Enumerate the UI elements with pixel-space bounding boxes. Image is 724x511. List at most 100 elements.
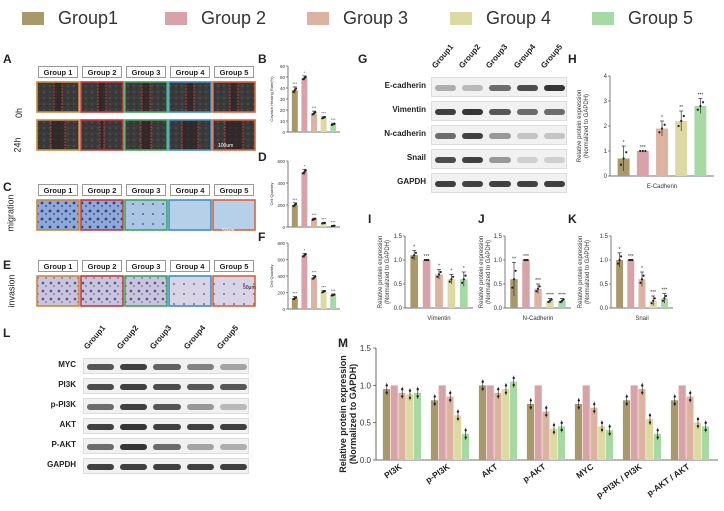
- data-point: [538, 285, 541, 288]
- significance-mark: ***: [523, 254, 529, 260]
- data-point: [323, 221, 327, 224]
- blot-band: [186, 464, 214, 470]
- data-point: [535, 290, 538, 293]
- data-point: [639, 149, 642, 153]
- data-point: [661, 299, 664, 302]
- data-point: [658, 131, 661, 134]
- blot-lane-label: Group3: [148, 323, 174, 351]
- data-point: [408, 389, 412, 392]
- y-tick-label: 400: [277, 181, 285, 186]
- blot-protein-label: P-AKT: [51, 440, 76, 449]
- y-tick-label: 4: [604, 74, 608, 80]
- significance-mark: *: [463, 266, 465, 272]
- scratch-gap: [225, 121, 243, 149]
- significance-mark: **: [679, 105, 683, 111]
- bar: [590, 407, 598, 460]
- y-tick-label: 0: [282, 307, 285, 312]
- data-point: [411, 256, 414, 259]
- bar: [320, 117, 327, 132]
- scratch-gap: [100, 121, 104, 149]
- data-point: [416, 395, 419, 398]
- data-point: [314, 111, 317, 114]
- blot-band: [219, 404, 247, 410]
- blot-protein-label: GAPDH: [397, 177, 426, 186]
- data-point: [663, 297, 666, 300]
- blot-protein-label: MYC: [58, 360, 76, 369]
- data-point: [629, 258, 632, 262]
- bar: [459, 279, 468, 308]
- bar: [616, 260, 624, 308]
- data-point: [593, 410, 596, 413]
- data-point: [600, 421, 604, 425]
- data-point: [652, 299, 655, 302]
- y-tick-label: 1.5: [494, 234, 503, 240]
- blot-band: [219, 444, 247, 450]
- blot-band: [87, 384, 115, 390]
- bar: [502, 389, 510, 460]
- y-tick-label: 800: [277, 241, 285, 246]
- scale-bar-label: 50um: [222, 228, 235, 234]
- blot-band: [462, 157, 484, 163]
- bar: [438, 385, 446, 460]
- data-point: [664, 294, 668, 298]
- data-point: [689, 398, 692, 402]
- scratch-gap: [51, 121, 65, 149]
- bar: [291, 205, 298, 227]
- blot-band: [543, 109, 565, 115]
- significance-mark: *: [661, 115, 663, 121]
- bar: [638, 389, 646, 460]
- data-point: [625, 395, 628, 398]
- bar: [291, 298, 298, 309]
- y-axis-label-line: (Normalized to GAPDH): [348, 364, 358, 465]
- y-tick-label: 40: [280, 86, 286, 91]
- blot-band: [219, 384, 247, 390]
- y-tick-label: 0.5: [360, 419, 372, 428]
- data-point: [448, 280, 451, 283]
- data-point: [408, 396, 412, 400]
- x-tick-label: MYC: [574, 461, 595, 480]
- blot-band: [120, 404, 148, 410]
- data-point: [562, 298, 565, 301]
- blot-row: [83, 418, 249, 434]
- panel-a-tiles: [36, 81, 256, 151]
- bar: [694, 422, 702, 460]
- data-point: [656, 436, 659, 439]
- blot-row: [83, 398, 249, 414]
- legend-label: Group 4: [486, 8, 552, 28]
- y-axis-label-line: (Normalized to GAPDH): [385, 240, 391, 304]
- y-tick-label: 1.5: [394, 234, 403, 240]
- data-point: [425, 258, 428, 262]
- legend-label: Group1: [58, 8, 119, 28]
- microscopy-tile: [124, 275, 168, 307]
- scratch-gap: [230, 83, 238, 111]
- significance-mark: **: [512, 256, 516, 262]
- y-tick-label: 50: [280, 75, 286, 80]
- x-axis-label: Vimentin: [427, 316, 450, 322]
- blot-band: [435, 109, 457, 115]
- data-point: [301, 172, 305, 175]
- legend-item-group4: Group 4: [450, 8, 551, 29]
- panel-label-f: F: [258, 230, 266, 244]
- y-tick-label: 1.0: [360, 381, 372, 390]
- significance-mark: ***: [292, 197, 297, 202]
- y-tick-label: 600: [277, 258, 285, 263]
- significance-mark: ***: [292, 291, 297, 296]
- data-point: [524, 258, 528, 262]
- legend-swatch: [592, 12, 614, 25]
- blot-band: [489, 181, 511, 187]
- tile-group-label: Group 1: [38, 184, 78, 196]
- blot-protein-label: E-cadherin: [384, 81, 426, 90]
- legend: Group1 Group 2 Group 3 Group 4 Group 5: [0, 6, 724, 28]
- significance-mark: ***: [321, 284, 326, 289]
- legend-item-group5: Group 5: [592, 8, 693, 29]
- blot-band: [462, 133, 484, 139]
- data-point: [461, 281, 464, 284]
- x-axis-label: E-Cadherin: [647, 184, 677, 190]
- legend-swatch: [307, 12, 329, 25]
- blot-band: [489, 133, 511, 139]
- significance-mark: ***: [312, 212, 317, 217]
- blot-band: [543, 133, 565, 139]
- tile-group-label: Group 3: [126, 66, 166, 78]
